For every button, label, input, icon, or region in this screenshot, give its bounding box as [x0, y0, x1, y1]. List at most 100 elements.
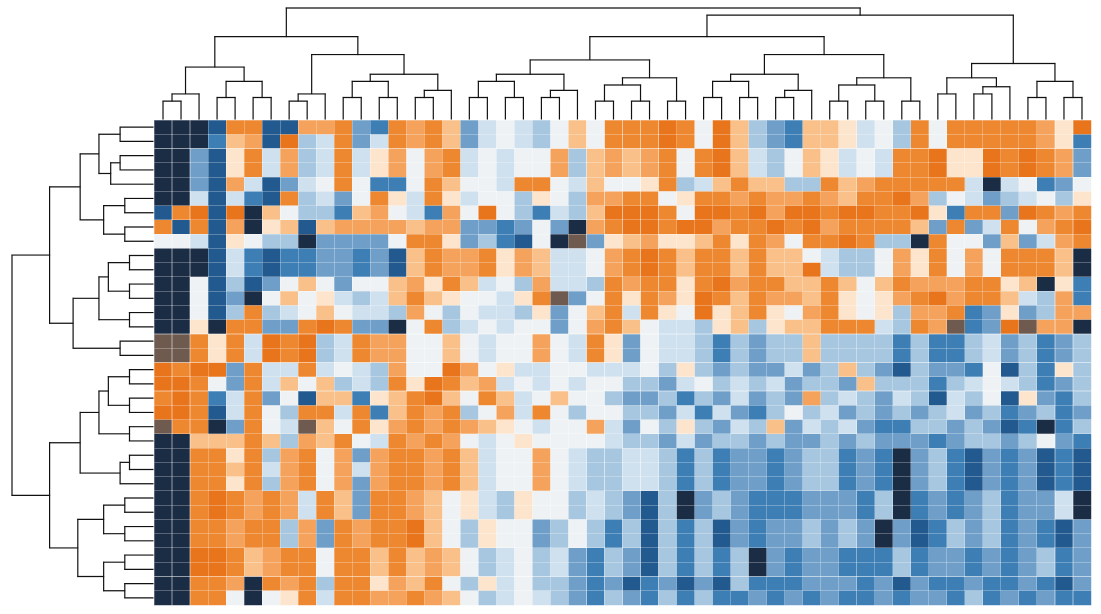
heatmap-cell-r26-c22 [550, 490, 570, 506]
heatmap-cell-r28-c17 [460, 519, 479, 535]
heatmap-cell-r15-c20 [514, 333, 534, 349]
heatmap-cell-r14-c38 [838, 319, 858, 335]
heatmap-cell-r15-c29 [676, 333, 696, 349]
heatmap-cell-r32-c15 [423, 576, 443, 592]
heatmap-cell-r23-c27 [640, 447, 660, 463]
heatmap-cell-r12-c51 [1072, 290, 1092, 307]
heatmap-cell-r19-c15 [423, 390, 443, 406]
heatmap-cell-r19-c13 [387, 390, 407, 406]
heatmap-cell-r32-c6 [261, 576, 281, 592]
heatmap-cell-r3-c12 [369, 162, 389, 178]
heatmap-cell-r0-c26 [622, 119, 642, 135]
heatmap-cell-r4-c41 [892, 176, 912, 192]
heatmap-cell-r27-c3 [207, 504, 227, 521]
heatmap-cell-r23-c46 [982, 447, 1002, 463]
heatmap-cell-r9-c8 [297, 248, 317, 264]
heatmap-cell-r30-c46 [982, 547, 1002, 563]
heatmap-cell-r2-c12 [369, 148, 389, 164]
heatmap-cell-r18-c6 [261, 376, 281, 392]
heatmap-cell-r7-c34 [766, 219, 786, 235]
heatmap-cell-r27-c10 [333, 504, 353, 521]
heatmap-cell-r14-c30 [694, 319, 714, 335]
heatmap-cell-r23-c15 [423, 447, 443, 463]
heatmap-cell-r25-c2 [189, 476, 209, 492]
heatmap-cell-r26-c36 [802, 490, 822, 506]
heatmap-cell-r11-c36 [802, 276, 822, 292]
heatmap-cell-r20-c22 [550, 404, 570, 421]
heatmap-cell-r13-c36 [802, 305, 822, 321]
heatmap-cell-r10-c37 [820, 262, 840, 278]
heatmap-cell-r16-c5 [243, 347, 263, 364]
heatmap-cell-r31-c11 [351, 561, 371, 578]
heatmap-cell-r11-c25 [604, 276, 624, 292]
heatmap-cell-r9-c29 [676, 248, 696, 264]
heatmap-cell-r15-c2 [189, 333, 209, 349]
heatmap-cell-r33-c14 [405, 590, 425, 606]
heatmap-cell-r3-c26 [622, 162, 642, 178]
heatmap-cell-r31-c19 [496, 561, 515, 578]
heatmap-cell-r25-c38 [838, 476, 858, 492]
heatmap-cell-r6-c11 [351, 205, 371, 221]
heatmap-cell-r28-c49 [1036, 519, 1056, 535]
heatmap-cell-r29-c10 [333, 533, 353, 549]
heatmap-cell-r30-c3 [207, 547, 227, 563]
heatmap-cell-r4-c8 [297, 176, 317, 192]
heatmap-cell-r25-c4 [225, 476, 245, 492]
heatmap-cell-r26-c50 [1054, 490, 1074, 506]
heatmap-cell-r3-c37 [820, 162, 840, 178]
heatmap-cell-r32-c32 [730, 576, 750, 592]
heatmap-cell-r0-c37 [820, 119, 840, 135]
heatmap-cell-r16-c16 [442, 347, 461, 364]
heatmap-cell-r17-c49 [1036, 362, 1056, 378]
heatmap-cell-r21-c16 [442, 419, 461, 435]
heatmap-cell-r22-c14 [405, 433, 425, 449]
heatmap-cell-r30-c50 [1054, 547, 1074, 563]
heatmap-cell-r1-c41 [892, 133, 912, 150]
heatmap-cell-r20-c51 [1072, 404, 1092, 421]
heatmap-cell-r11-c24 [586, 276, 606, 292]
heatmap-cell-r7-c18 [478, 219, 497, 235]
heatmap-cell-r23-c50 [1054, 447, 1074, 463]
heatmap-cell-r11-c17 [460, 276, 479, 292]
heatmap-cell-r31-c27 [640, 561, 660, 578]
heatmap-cell-r27-c41 [892, 504, 912, 521]
heatmap-cell-r18-c11 [351, 376, 371, 392]
heatmap-cell-r28-c40 [874, 519, 894, 535]
heatmap-cell-r15-c4 [225, 333, 245, 349]
heatmap-cell-r13-c14 [405, 305, 425, 321]
heatmap-cell-r23-c3 [207, 447, 227, 463]
heatmap-cell-r11-c18 [478, 276, 497, 292]
heatmap-cell-r24-c1 [171, 462, 191, 478]
heatmap-cell-r2-c11 [351, 148, 371, 164]
heatmap-cell-r23-c23 [568, 447, 588, 463]
heatmap-cell-r31-c45 [964, 561, 984, 578]
heatmap-cell-r15-c46 [982, 333, 1002, 349]
heatmap-cell-r10-c25 [604, 262, 624, 278]
heatmap-cell-r6-c44 [946, 205, 966, 221]
heatmap-cell-r28-c10 [333, 519, 353, 535]
heatmap-cell-r19-c11 [351, 390, 371, 406]
heatmap-cell-r2-c7 [279, 148, 299, 164]
heatmap-cell-r16-c28 [658, 347, 678, 364]
heatmap-cell-r25-c16 [442, 476, 461, 492]
heatmap-cell-r20-c14 [405, 404, 425, 421]
heatmap-cell-r31-c7 [279, 561, 299, 578]
heatmap-cell-r19-c17 [460, 390, 479, 406]
heatmap-cell-r7-c36 [802, 219, 822, 235]
heatmap-cell-r33-c34 [766, 590, 786, 606]
heatmap-cell-r16-c15 [423, 347, 443, 364]
heatmap-cell-r21-c19 [496, 419, 515, 435]
heatmap-cell-r5-c40 [874, 191, 894, 207]
heatmap-cell-r19-c1 [171, 390, 191, 406]
heatmap-cell-r8-c1 [171, 233, 191, 249]
heatmap-cell-r3-c35 [784, 162, 804, 178]
heatmap-cell-r28-c37 [820, 519, 840, 535]
heatmap-cell-r9-c44 [946, 248, 966, 264]
heatmap-cell-r19-c47 [1000, 390, 1020, 406]
heatmap-cell-r20-c38 [838, 404, 858, 421]
heatmap-cell-r21-c36 [802, 419, 822, 435]
heatmap-cell-r15-c45 [964, 333, 984, 349]
heatmap-cell-r20-c0 [153, 404, 173, 421]
heatmap-cell-r19-c18 [478, 390, 497, 406]
heatmap-cell-r26-c23 [568, 490, 588, 506]
